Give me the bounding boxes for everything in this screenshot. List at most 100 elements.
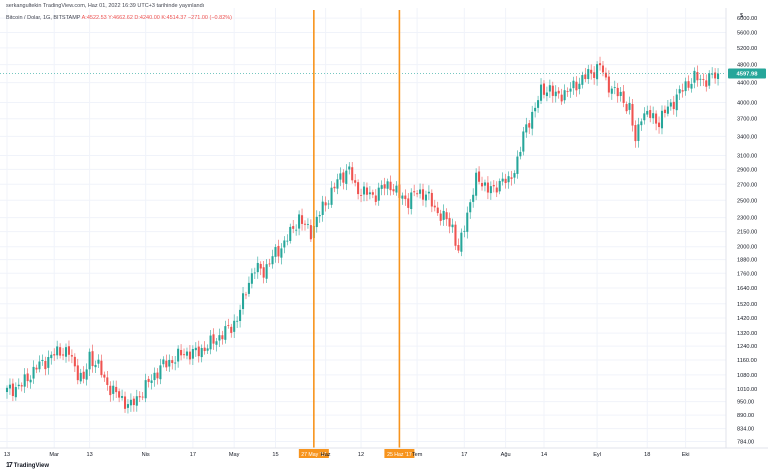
candle-body [292, 226, 295, 229]
time-tick-label: 13 [86, 452, 92, 458]
candle-body [112, 385, 115, 394]
candle-body [345, 170, 348, 184]
candle-body [283, 240, 286, 248]
candle-body [516, 156, 519, 174]
candle-body [94, 364, 97, 368]
candle-body [525, 124, 528, 133]
candle-body [587, 69, 590, 80]
candle-body [451, 224, 454, 228]
price-tick-label: 2700.00 [737, 182, 757, 188]
candle-body [180, 349, 183, 356]
candle-body [377, 187, 380, 201]
candle-body [159, 365, 162, 380]
candle-body [702, 79, 705, 80]
candle-body [560, 94, 563, 102]
candle-body [360, 195, 363, 196]
candle-body [5, 387, 9, 393]
candle-body [35, 367, 38, 370]
price-tick-label: 1520.00 [737, 302, 757, 308]
candle-body [44, 360, 47, 370]
candle-body [421, 189, 425, 200]
candle-body [144, 380, 147, 399]
candle-body [705, 80, 708, 87]
candle-body [295, 229, 298, 231]
candle-body [11, 383, 14, 396]
price-tick-label: 1640.00 [737, 286, 757, 292]
candle-body [395, 185, 398, 193]
time-tick-label: 18 [644, 452, 650, 458]
candle-body [507, 176, 510, 183]
candle-body [88, 351, 91, 370]
price-tick-label: 1880.00 [737, 258, 757, 264]
price-tick-label: 2900.00 [737, 167, 757, 173]
candle-body [548, 85, 551, 92]
candle-body [236, 320, 239, 322]
price-tick-label: 1240.00 [737, 344, 757, 350]
tradingview-logo-icon: 17 [6, 462, 13, 469]
candle-body [354, 180, 357, 183]
candle-body [342, 172, 345, 183]
candle-body [123, 396, 127, 409]
price-tick-label: 890.00 [737, 413, 754, 419]
symbol-line: Bitcoin / Dolar, 1G, BITSTAMP A:4522.53 … [6, 15, 232, 21]
candle-body [118, 391, 121, 398]
candle-body [578, 83, 581, 90]
candle-body [315, 216, 318, 228]
candle-body [531, 111, 534, 129]
candle-body [534, 107, 537, 112]
candle-body [100, 360, 103, 376]
price-tick-label: 784.00 [737, 440, 754, 446]
time-tick-label: Haz [321, 452, 331, 458]
candle-body [489, 186, 492, 194]
candle-body [542, 83, 546, 95]
candle-body [79, 372, 82, 382]
candle-body [711, 73, 714, 75]
candle-body [38, 361, 41, 370]
candle-body [625, 104, 628, 112]
candle-body [362, 186, 366, 195]
candle-body [410, 192, 413, 210]
candle-body [690, 83, 693, 89]
candle-body [551, 85, 554, 96]
candle-body [675, 94, 678, 111]
last-price-label: 4597.98 [737, 72, 759, 78]
candle-body [339, 173, 342, 180]
candle-body [433, 205, 436, 208]
candle-body [82, 371, 85, 379]
candle-body [466, 212, 469, 232]
price-tick-label: 3400.00 [737, 134, 757, 140]
candle-body [498, 180, 501, 192]
candle-body [416, 193, 419, 195]
candle-body [460, 232, 463, 252]
publish-info: serkangultekin TradingView.com, Haz 01, … [6, 3, 205, 9]
candle-body [457, 245, 460, 251]
candle-body [445, 212, 448, 220]
candle-body [106, 377, 109, 385]
candle-body [637, 124, 640, 141]
time-tick-label: 17 [190, 452, 196, 458]
candle-body [419, 189, 422, 194]
candle-body [309, 225, 312, 240]
candle-body [262, 267, 265, 278]
candle-body [76, 365, 79, 381]
candle-body [327, 203, 330, 205]
candle-body [714, 72, 717, 79]
candle-body [330, 187, 333, 205]
time-tick-label: 15 [272, 452, 278, 458]
candle-body [224, 326, 227, 340]
date-markers: 27 May '17 25 Haz '17 [298, 10, 415, 458]
candle-body [566, 91, 569, 92]
tradingview-logo-text: TradingView [13, 462, 50, 469]
candle-body [50, 354, 53, 359]
candle-body [475, 172, 478, 196]
candle-body [135, 396, 138, 406]
candle-body [510, 177, 513, 179]
tradingview-logo[interactable]: 17 TradingView [6, 462, 49, 469]
candle-body [259, 263, 262, 269]
candle-body [513, 173, 516, 178]
candle-body [495, 187, 498, 193]
candle-body [427, 191, 430, 194]
candle-body [492, 185, 495, 187]
candle-body [693, 70, 696, 83]
